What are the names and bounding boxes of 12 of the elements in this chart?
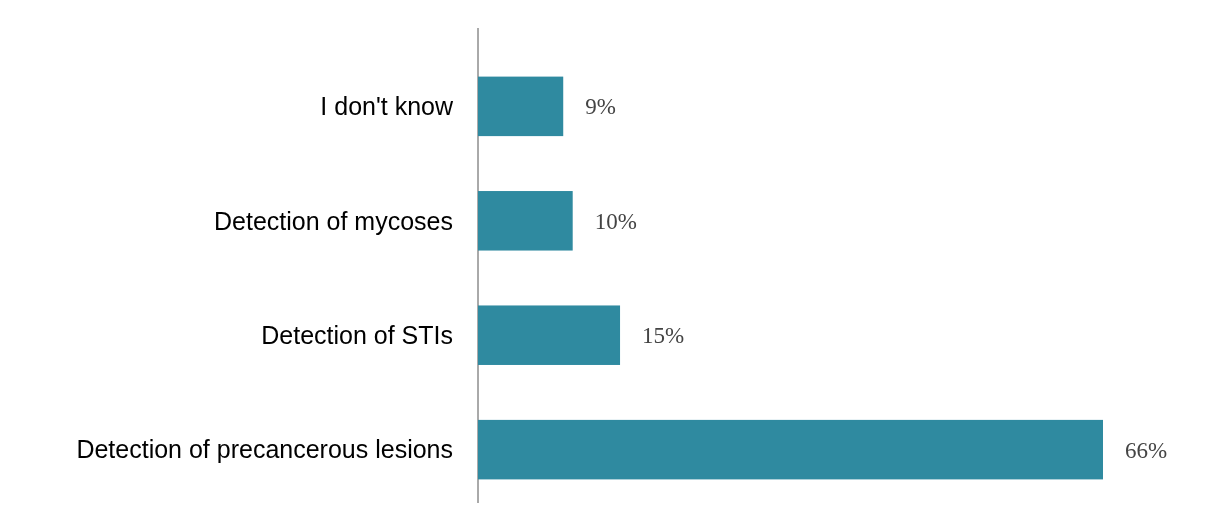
data-label: 66% <box>1125 437 1168 463</box>
data-label: 9% <box>585 94 616 120</box>
y-tick-label: Detection of precancerous lesions <box>76 435 453 464</box>
bar <box>478 305 621 365</box>
bar <box>478 419 1103 480</box>
bar <box>478 76 564 137</box>
bar <box>478 191 573 251</box>
data-label: 10% <box>594 208 637 234</box>
y-tick-label: Detection of STIs <box>261 320 453 349</box>
y-tick-label: I don't know <box>320 92 454 121</box>
data-label: 15% <box>642 323 685 349</box>
y-tick-label: Detection of mycoses <box>214 206 453 235</box>
